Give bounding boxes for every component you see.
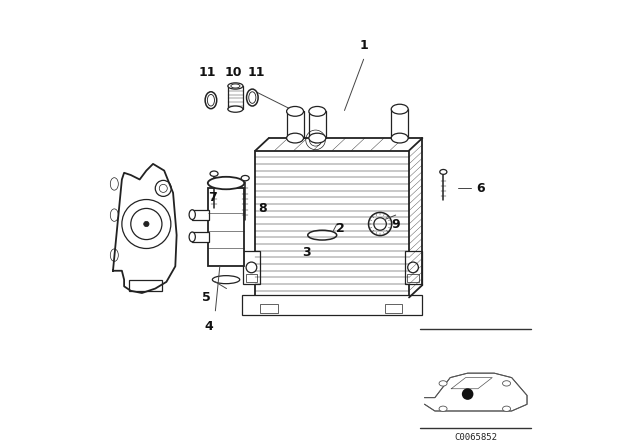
Ellipse shape (287, 133, 303, 143)
Text: 2: 2 (335, 222, 344, 235)
Ellipse shape (391, 133, 408, 143)
Text: 11: 11 (199, 66, 216, 79)
Bar (385, 304, 403, 313)
Text: 11: 11 (248, 66, 266, 79)
Text: 7: 7 (208, 191, 216, 204)
Bar (260, 304, 278, 313)
Text: 10: 10 (225, 66, 242, 79)
Ellipse shape (249, 92, 256, 103)
Ellipse shape (208, 177, 244, 189)
Ellipse shape (189, 232, 195, 242)
Text: 4: 4 (204, 320, 213, 333)
Ellipse shape (502, 381, 511, 386)
Ellipse shape (110, 249, 118, 261)
Circle shape (408, 262, 419, 273)
Bar (192, 232, 209, 242)
Bar (129, 280, 162, 291)
Text: 3: 3 (302, 246, 311, 259)
Ellipse shape (287, 107, 303, 116)
Bar (242, 295, 422, 315)
Text: 9: 9 (392, 217, 400, 231)
Text: 6: 6 (476, 182, 484, 195)
Bar (246, 274, 257, 282)
Ellipse shape (440, 169, 447, 174)
Ellipse shape (309, 133, 326, 143)
Ellipse shape (228, 83, 243, 89)
Text: C0065852: C0065852 (454, 433, 497, 442)
Ellipse shape (439, 406, 447, 411)
Circle shape (144, 221, 149, 227)
Ellipse shape (205, 92, 217, 109)
Bar (404, 251, 422, 284)
Ellipse shape (228, 106, 243, 112)
Ellipse shape (309, 107, 326, 116)
Bar (243, 251, 260, 284)
Ellipse shape (241, 176, 249, 181)
Ellipse shape (246, 89, 258, 106)
Ellipse shape (189, 210, 195, 220)
Text: 1: 1 (359, 39, 368, 52)
Bar (255, 151, 409, 297)
Bar (407, 274, 419, 282)
Ellipse shape (439, 381, 447, 386)
Circle shape (246, 262, 257, 273)
Ellipse shape (110, 178, 118, 190)
Ellipse shape (207, 95, 214, 106)
Ellipse shape (391, 104, 408, 114)
Ellipse shape (231, 84, 240, 88)
Ellipse shape (110, 209, 118, 221)
Bar (192, 210, 209, 220)
Text: 8: 8 (258, 202, 266, 215)
Ellipse shape (210, 171, 218, 177)
Ellipse shape (502, 406, 511, 411)
Polygon shape (424, 373, 527, 411)
Text: 5: 5 (202, 291, 211, 304)
Bar (208, 188, 244, 266)
Circle shape (462, 388, 474, 400)
